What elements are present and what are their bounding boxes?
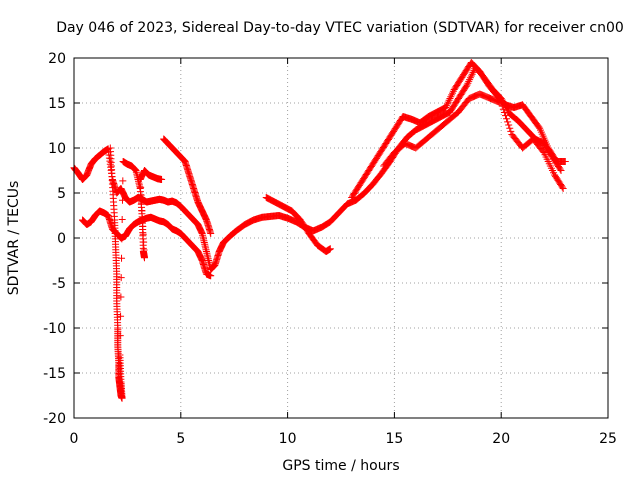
data-point-fill xyxy=(443,100,451,108)
plot-frame xyxy=(73,57,609,419)
data-point-fill xyxy=(117,312,125,320)
data-point-fill xyxy=(444,98,452,106)
data-point-fill xyxy=(139,230,147,238)
data-point-fill xyxy=(117,274,125,282)
data-point-fill xyxy=(468,70,476,78)
data-point-fill xyxy=(507,127,515,135)
data-point-fill xyxy=(449,87,457,95)
data-point xyxy=(116,351,124,359)
data-point-fill xyxy=(118,196,126,204)
data-point-fill xyxy=(448,89,456,97)
y-tick-label: 20 xyxy=(48,51,66,67)
data-point-fill xyxy=(137,183,145,191)
x-tick-label: 5 xyxy=(176,431,185,447)
x-tick-label: 25 xyxy=(599,431,617,447)
y-axis-label: SDTVAR / TECUs xyxy=(6,181,22,296)
data-point-fill xyxy=(446,95,454,102)
data-points xyxy=(70,59,569,402)
y-tick-label: -20 xyxy=(43,411,66,427)
data-point-fill xyxy=(506,124,514,132)
data-point xyxy=(207,272,215,280)
data-point xyxy=(559,185,567,192)
data-point-fill xyxy=(466,74,474,82)
data-point xyxy=(497,99,505,107)
data-point-fill xyxy=(138,215,146,223)
data-point-fill xyxy=(447,93,455,101)
data-point xyxy=(158,176,166,183)
x-axis-label: GPS time / hours xyxy=(282,458,399,474)
data-point-fill xyxy=(139,222,147,230)
x-tick-label: 20 xyxy=(492,431,510,447)
y-tick-label: 15 xyxy=(48,96,66,112)
data-point-fill xyxy=(498,102,506,110)
y-tick-label: -15 xyxy=(43,366,66,382)
x-tick-label: 0 xyxy=(70,431,79,447)
data-point-fill xyxy=(118,216,126,224)
y-tick-label: -5 xyxy=(52,276,66,292)
data-point-fill xyxy=(499,105,507,113)
data-point xyxy=(442,104,450,111)
data-point-fill xyxy=(117,293,125,301)
x-tick-label: 10 xyxy=(279,431,297,447)
data-point-fill xyxy=(137,199,145,207)
data-point-fill xyxy=(118,235,126,243)
data-point-fill xyxy=(445,96,453,104)
data-point-fill xyxy=(118,254,126,262)
y-tick-label: 10 xyxy=(48,141,66,157)
data-point-fill xyxy=(504,118,512,126)
y-tick-label: 0 xyxy=(57,231,66,247)
data-point-fill xyxy=(140,238,148,246)
y-tick-label: -10 xyxy=(43,321,66,337)
data-point-fill xyxy=(500,108,508,116)
data-point-fill xyxy=(464,79,472,87)
data-point-fill xyxy=(448,91,456,99)
data-point-fill xyxy=(535,123,543,131)
data-point-fill xyxy=(465,77,473,85)
chart-title: Day 046 of 2023, Sidereal Day-to-day VTE… xyxy=(56,20,624,36)
data-point xyxy=(557,167,565,174)
data-point-fill xyxy=(467,72,475,80)
tick-labels: 0 5 10 15 20 25 -20 -15 -10 -5 0 5 10 15 20 xyxy=(43,51,617,447)
data-point-fill xyxy=(116,332,124,340)
data-point-fill xyxy=(469,68,477,76)
data-point-fill xyxy=(466,76,474,84)
data-point-fill xyxy=(138,207,146,215)
y-tick-label: 5 xyxy=(57,186,66,202)
data-point-fill xyxy=(556,165,564,173)
data-point-fill xyxy=(558,183,566,191)
data-point-fill xyxy=(505,121,513,129)
data-point xyxy=(140,254,148,262)
data-point xyxy=(207,230,215,237)
data-point-fill xyxy=(539,147,547,155)
data-point-fill xyxy=(119,177,127,185)
data-point-fill xyxy=(137,191,145,199)
data-point-fill xyxy=(462,82,470,90)
data-point-fill xyxy=(443,102,451,110)
data-point-fill xyxy=(503,115,511,123)
data-point xyxy=(463,81,471,89)
data-point-fill xyxy=(140,246,148,254)
data-point xyxy=(326,245,334,253)
data-point xyxy=(561,158,569,165)
x-tick-label: 15 xyxy=(385,431,403,447)
data-point-fill xyxy=(501,112,509,120)
